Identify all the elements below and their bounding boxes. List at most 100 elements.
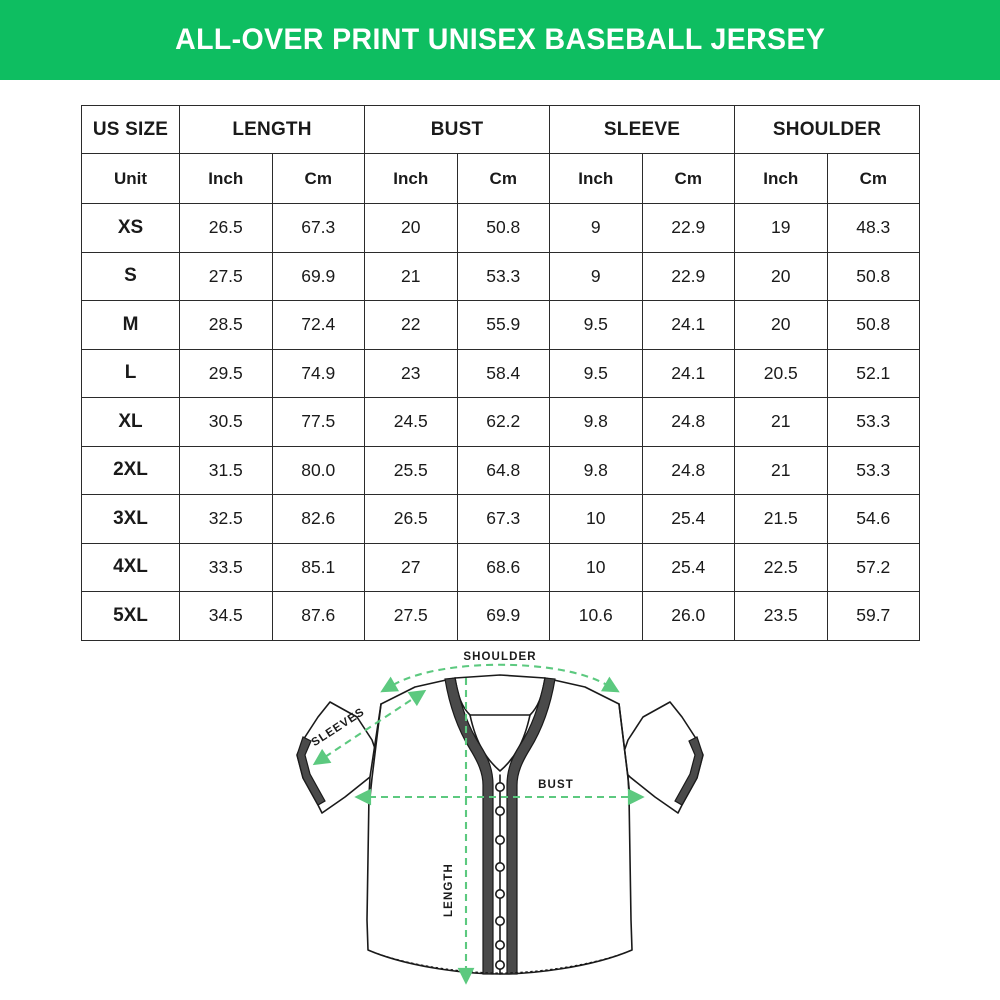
size-table: US SIZE LENGTH BUST SLEEVE SHOULDER Unit… bbox=[81, 105, 921, 641]
cell-size: XL bbox=[81, 397, 180, 447]
table-row: 3XL 32.5 82.6 26.5 67.3 10 25.4 21.5 54.… bbox=[81, 494, 921, 544]
jersey-button bbox=[494, 806, 505, 817]
group-header-shoulder: SHOULDER bbox=[734, 105, 921, 154]
cell-length-cm: 82.6 bbox=[271, 494, 365, 544]
group-header-us-size: US SIZE bbox=[81, 105, 180, 154]
unit-header-unit: Unit bbox=[81, 153, 180, 204]
cell-shoulder-cm: 53.3 bbox=[826, 397, 921, 447]
cell-length-cm: 80.0 bbox=[271, 445, 365, 495]
cell-length-cm: 74.9 bbox=[271, 348, 365, 398]
table-row: 4XL 33.5 85.1 27 68.6 10 25.4 22.5 57.2 bbox=[81, 542, 921, 592]
table-row: M 28.5 72.4 22 55.9 9.5 24.1 20 50.8 bbox=[81, 300, 921, 350]
unit-header-bust-inch: Inch bbox=[364, 153, 458, 204]
jersey-hem-stitch bbox=[367, 949, 633, 974]
cell-bust-cm: 68.6 bbox=[456, 542, 550, 592]
cell-shoulder-cm: 59.7 bbox=[826, 591, 921, 641]
cell-shoulder-cm: 50.8 bbox=[826, 251, 921, 301]
cell-length-cm: 67.3 bbox=[271, 203, 365, 253]
right-sleeve-cuff-trim bbox=[674, 736, 704, 806]
cell-length-inch: 32.5 bbox=[179, 494, 273, 544]
cell-length-inch: 27.5 bbox=[179, 251, 273, 301]
cell-shoulder-cm: 48.3 bbox=[826, 203, 921, 253]
cell-sleeve-cm: 22.9 bbox=[641, 251, 736, 301]
page-title: ALL-OVER PRINT UNISEX BASEBALL JERSEY bbox=[174, 23, 826, 56]
cell-sleeve-inch: 9.8 bbox=[549, 397, 643, 447]
cell-length-inch: 26.5 bbox=[179, 203, 273, 253]
cell-sleeve-cm: 25.4 bbox=[641, 494, 736, 544]
cell-size: XS bbox=[81, 203, 180, 253]
cell-size: 2XL bbox=[81, 445, 180, 495]
cell-bust-inch: 25.5 bbox=[364, 445, 458, 495]
shoulder-guide-arrow bbox=[380, 663, 620, 693]
cell-sleeve-inch: 9.8 bbox=[549, 445, 643, 495]
cell-bust-inch: 21 bbox=[364, 251, 458, 301]
table-group-header-row: US SIZE LENGTH BUST SLEEVE SHOULDER bbox=[81, 105, 921, 154]
table-row: S 27.5 69.9 21 53.3 9 22.9 20 50.8 bbox=[81, 251, 921, 301]
cell-sleeve-inch: 10 bbox=[549, 494, 643, 544]
cell-sleeve-cm: 26.0 bbox=[641, 591, 736, 641]
cell-length-inch: 34.5 bbox=[179, 591, 273, 641]
cell-sleeve-cm: 24.8 bbox=[641, 397, 736, 447]
table-row: 2XL 31.5 80.0 25.5 64.8 9.8 24.8 21 53.3 bbox=[81, 445, 921, 495]
table-row: XS 26.5 67.3 20 50.8 9 22.9 19 48.3 bbox=[81, 203, 921, 253]
cell-sleeve-cm: 24.8 bbox=[641, 445, 736, 495]
unit-header-bust-cm: Cm bbox=[456, 153, 550, 204]
cell-shoulder-inch: 23.5 bbox=[734, 591, 828, 641]
cell-bust-cm: 58.4 bbox=[456, 348, 550, 398]
cell-length-cm: 72.4 bbox=[271, 300, 365, 350]
header-banner: ALL-OVER PRINT UNISEX BASEBALL JERSEY bbox=[0, 0, 1000, 80]
unit-header-length-inch: Inch bbox=[179, 153, 273, 204]
cell-length-inch: 29.5 bbox=[179, 348, 273, 398]
cell-size: M bbox=[81, 300, 180, 350]
jersey-button bbox=[494, 959, 505, 970]
cell-bust-inch: 26.5 bbox=[364, 494, 458, 544]
cell-length-cm: 85.1 bbox=[271, 542, 365, 592]
length-label: LENGTH bbox=[443, 863, 455, 917]
cell-bust-cm: 69.9 bbox=[456, 591, 550, 641]
left-sleeve-cuff-trim bbox=[296, 736, 326, 806]
cell-size: S bbox=[81, 251, 180, 301]
cell-shoulder-cm: 50.8 bbox=[826, 300, 921, 350]
cell-shoulder-inch: 20 bbox=[734, 251, 828, 301]
cell-sleeve-cm: 25.4 bbox=[641, 542, 736, 592]
cell-bust-cm: 62.2 bbox=[456, 397, 550, 447]
cell-shoulder-inch: 21 bbox=[734, 445, 828, 495]
cell-length-inch: 33.5 bbox=[179, 542, 273, 592]
table-row: L 29.5 74.9 23 58.4 9.5 24.1 20.5 52.1 bbox=[81, 348, 921, 398]
cell-shoulder-inch: 21.5 bbox=[734, 494, 828, 544]
jersey-button bbox=[494, 939, 505, 950]
table-row: XL 30.5 77.5 24.5 62.2 9.8 24.8 21 53.3 bbox=[81, 397, 921, 447]
jersey-illustration bbox=[296, 674, 704, 975]
cell-shoulder-inch: 22.5 bbox=[734, 542, 828, 592]
cell-sleeve-cm: 24.1 bbox=[641, 348, 736, 398]
unit-header-shoulder-inch: Inch bbox=[734, 153, 828, 204]
cell-sleeve-inch: 9 bbox=[549, 203, 643, 253]
cell-shoulder-inch: 20.5 bbox=[734, 348, 828, 398]
sleeves-guide-arrow bbox=[312, 689, 427, 766]
jersey-button bbox=[494, 835, 505, 846]
jersey-button bbox=[494, 915, 505, 926]
group-header-sleeve: SLEEVE bbox=[548, 105, 736, 154]
cell-bust-inch: 27.5 bbox=[364, 591, 458, 641]
cell-size: 5XL bbox=[81, 591, 180, 641]
cell-size: L bbox=[81, 348, 180, 398]
cell-length-inch: 31.5 bbox=[179, 445, 273, 495]
cell-bust-cm: 50.8 bbox=[456, 203, 550, 253]
unit-header-sleeve-inch: Inch bbox=[549, 153, 643, 204]
cell-bust-inch: 23 bbox=[364, 348, 458, 398]
unit-header-sleeve-cm: Cm bbox=[641, 153, 736, 204]
cell-sleeve-inch: 9 bbox=[549, 251, 643, 301]
cell-shoulder-cm: 57.2 bbox=[826, 542, 921, 592]
cell-shoulder-inch: 21 bbox=[734, 397, 828, 447]
cell-sleeve-cm: 22.9 bbox=[641, 203, 736, 253]
cell-length-cm: 69.9 bbox=[271, 251, 365, 301]
cell-sleeve-inch: 9.5 bbox=[549, 348, 643, 398]
cell-sleeve-cm: 24.1 bbox=[641, 300, 736, 350]
jersey-measurement-diagram: SHOULDER SLEEVES BUST LENGTH bbox=[0, 645, 1000, 1000]
size-table-container: US SIZE LENGTH BUST SLEEVE SHOULDER Unit… bbox=[81, 105, 921, 641]
cell-bust-cm: 53.3 bbox=[456, 251, 550, 301]
cell-shoulder-inch: 19 bbox=[734, 203, 828, 253]
cell-bust-cm: 55.9 bbox=[456, 300, 550, 350]
cell-shoulder-inch: 20 bbox=[734, 300, 828, 350]
